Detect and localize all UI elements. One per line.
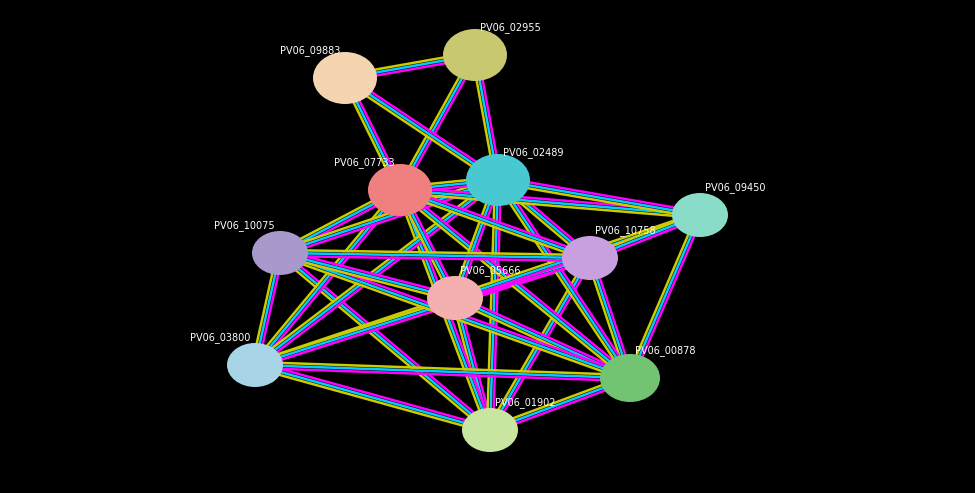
Text: PV06_09883: PV06_09883	[280, 45, 340, 56]
Text: PV06_02489: PV06_02489	[503, 147, 564, 158]
Ellipse shape	[227, 343, 283, 387]
Text: PV06_09450: PV06_09450	[705, 182, 765, 193]
Ellipse shape	[672, 193, 728, 237]
Text: PV06_00878: PV06_00878	[635, 345, 695, 356]
Text: PV06_10758: PV06_10758	[595, 225, 655, 236]
Text: PV06_10075: PV06_10075	[214, 220, 275, 231]
Text: PV06_07733: PV06_07733	[334, 157, 395, 168]
Text: PV06_05666: PV06_05666	[460, 265, 521, 276]
Text: PV06_01902: PV06_01902	[495, 397, 556, 408]
Ellipse shape	[443, 29, 507, 81]
Ellipse shape	[600, 354, 660, 402]
Ellipse shape	[427, 276, 483, 320]
Text: PV06_03800: PV06_03800	[189, 332, 250, 343]
Ellipse shape	[462, 408, 518, 452]
Ellipse shape	[252, 231, 308, 275]
Ellipse shape	[368, 164, 432, 216]
Ellipse shape	[562, 236, 618, 280]
Text: PV06_02955: PV06_02955	[480, 22, 541, 33]
Ellipse shape	[313, 52, 377, 104]
Ellipse shape	[466, 154, 530, 206]
